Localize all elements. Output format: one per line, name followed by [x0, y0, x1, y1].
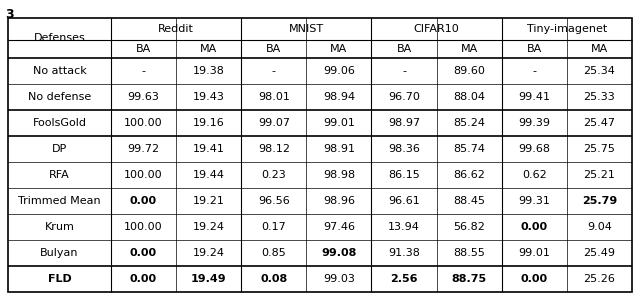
Text: 25.79: 25.79: [582, 196, 617, 206]
Text: 99.68: 99.68: [518, 144, 550, 154]
Text: Defenses: Defenses: [34, 33, 85, 43]
Text: -: -: [141, 66, 145, 76]
Text: FoolsGold: FoolsGold: [33, 118, 86, 128]
Text: 13.94: 13.94: [388, 222, 420, 232]
Text: -: -: [272, 66, 276, 76]
Text: Bulyan: Bulyan: [40, 248, 79, 258]
Text: 88.75: 88.75: [452, 274, 487, 284]
Text: MA: MA: [330, 44, 348, 54]
Text: Trimmed Mean: Trimmed Mean: [18, 196, 100, 206]
Text: BA: BA: [266, 44, 282, 54]
Text: Krum: Krum: [45, 222, 74, 232]
Text: RFA: RFA: [49, 170, 70, 180]
Text: 88.04: 88.04: [453, 92, 485, 102]
Text: 19.44: 19.44: [193, 170, 225, 180]
Text: 100.00: 100.00: [124, 170, 163, 180]
Text: 98.94: 98.94: [323, 92, 355, 102]
Text: 0.00: 0.00: [130, 248, 157, 258]
Text: 19.16: 19.16: [193, 118, 225, 128]
Text: 96.70: 96.70: [388, 92, 420, 102]
Text: 99.72: 99.72: [127, 144, 159, 154]
Text: 0.23: 0.23: [261, 170, 286, 180]
Text: 89.60: 89.60: [453, 66, 485, 76]
Text: 98.91: 98.91: [323, 144, 355, 154]
Text: 98.12: 98.12: [258, 144, 290, 154]
Text: 0.62: 0.62: [522, 170, 547, 180]
Text: 98.98: 98.98: [323, 170, 355, 180]
Text: 98.96: 98.96: [323, 196, 355, 206]
Text: DP: DP: [52, 144, 67, 154]
Text: MA: MA: [591, 44, 608, 54]
Text: 99.41: 99.41: [518, 92, 550, 102]
Text: 86.62: 86.62: [453, 170, 485, 180]
Text: 98.97: 98.97: [388, 118, 420, 128]
Text: 0.00: 0.00: [130, 274, 157, 284]
Text: 0.08: 0.08: [260, 274, 287, 284]
Text: 86.15: 86.15: [388, 170, 420, 180]
Text: 19.24: 19.24: [193, 248, 225, 258]
Text: 99.08: 99.08: [321, 248, 356, 258]
Text: 19.21: 19.21: [193, 196, 225, 206]
Text: 88.55: 88.55: [453, 248, 485, 258]
Text: 19.49: 19.49: [191, 274, 227, 284]
Text: Reddit: Reddit: [158, 24, 194, 34]
Text: BA: BA: [527, 44, 542, 54]
Text: 98.01: 98.01: [258, 92, 290, 102]
Text: 0.00: 0.00: [130, 196, 157, 206]
Text: 9.04: 9.04: [587, 222, 612, 232]
Text: 0.85: 0.85: [261, 248, 286, 258]
Text: 88.45: 88.45: [453, 196, 485, 206]
Text: FLD: FLD: [47, 274, 71, 284]
Text: 25.33: 25.33: [584, 92, 615, 102]
Text: MA: MA: [461, 44, 478, 54]
Text: 96.61: 96.61: [388, 196, 420, 206]
Text: 0.00: 0.00: [521, 274, 548, 284]
Text: No defense: No defense: [28, 92, 91, 102]
Text: 99.63: 99.63: [127, 92, 159, 102]
Text: CIFAR10: CIFAR10: [413, 24, 460, 34]
Text: 0.00: 0.00: [521, 222, 548, 232]
Text: 99.39: 99.39: [518, 118, 550, 128]
Text: 25.47: 25.47: [584, 118, 616, 128]
Text: 19.43: 19.43: [193, 92, 225, 102]
Text: BA: BA: [136, 44, 151, 54]
Text: 19.24: 19.24: [193, 222, 225, 232]
Text: 25.49: 25.49: [584, 248, 616, 258]
Text: 91.38: 91.38: [388, 248, 420, 258]
Text: 85.24: 85.24: [453, 118, 485, 128]
Text: 56.82: 56.82: [453, 222, 485, 232]
Text: 0.17: 0.17: [261, 222, 286, 232]
Text: 99.03: 99.03: [323, 274, 355, 284]
Text: 99.07: 99.07: [258, 118, 290, 128]
Text: 25.75: 25.75: [584, 144, 616, 154]
Text: No attack: No attack: [33, 66, 86, 76]
Text: 25.26: 25.26: [584, 274, 616, 284]
Text: 100.00: 100.00: [124, 118, 163, 128]
Text: 25.34: 25.34: [584, 66, 616, 76]
Text: 99.06: 99.06: [323, 66, 355, 76]
Text: 97.46: 97.46: [323, 222, 355, 232]
Text: Tiny-imagenet: Tiny-imagenet: [527, 24, 607, 34]
Text: 19.41: 19.41: [193, 144, 225, 154]
Text: 2.56: 2.56: [390, 274, 418, 284]
Text: 85.74: 85.74: [453, 144, 485, 154]
Text: MA: MA: [200, 44, 218, 54]
Text: 99.01: 99.01: [518, 248, 550, 258]
Text: BA: BA: [396, 44, 412, 54]
Text: 3: 3: [5, 8, 13, 21]
Text: -: -: [532, 66, 536, 76]
Text: -: -: [402, 66, 406, 76]
Text: 99.31: 99.31: [518, 196, 550, 206]
Text: 96.56: 96.56: [258, 196, 290, 206]
Text: 19.38: 19.38: [193, 66, 225, 76]
Text: MNIST: MNIST: [289, 24, 324, 34]
Text: 98.36: 98.36: [388, 144, 420, 154]
Text: 100.00: 100.00: [124, 222, 163, 232]
Text: 25.21: 25.21: [584, 170, 616, 180]
Text: 99.01: 99.01: [323, 118, 355, 128]
